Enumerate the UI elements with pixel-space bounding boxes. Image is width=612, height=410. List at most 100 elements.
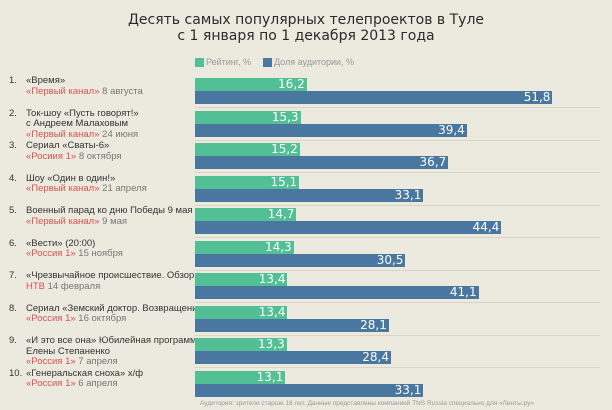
row-divider — [195, 334, 600, 336]
channel: «Росиия 1» — [26, 150, 77, 162]
rank: 3. — [9, 140, 17, 151]
rank: 9. — [9, 335, 17, 346]
table-row: 8. Сериал «Земский доктор. Возвращение» «Р… — [0, 302, 612, 338]
rating-bar: 13,3 — [195, 338, 287, 351]
row-divider — [195, 367, 600, 368]
rating-bar: 13,1 — [195, 370, 286, 384]
legend: Рейтинг, % Доля аудитории, % — [195, 57, 354, 67]
legend-share: Доля аудитории, % — [262, 57, 355, 67]
table-row: 5. Военный парад ко дню Победы 9 мая «Перв… — [0, 205, 612, 240]
share-bar: 33,1 — [195, 383, 424, 397]
program-label: «Время» «Первый канал» 8 августа — [26, 75, 194, 97]
program-label: «Генеральская сноха» х/ф «Россия 1» 6 апр… — [26, 367, 194, 390]
share-bar: 36,7 — [195, 156, 449, 169]
air-date: 14 февраля — [47, 280, 101, 292]
table-row: 10. «Генеральская сноха» х/ф «Россия 1» 6 … — [0, 367, 612, 403]
row-divider — [195, 139, 600, 141]
table-row: 4. Шоу «Один в один!» «Первый канал» 21 ап… — [0, 172, 612, 208]
row-divider — [195, 204, 600, 206]
chart-title: Десять самых популярных телепроектов в Т… — [0, 12, 612, 44]
legend-rating: Рейтинг, % — [195, 57, 251, 67]
air-date: 21 апреля — [102, 183, 147, 194]
rank: 7. — [9, 270, 17, 281]
air-date: 8 августа — [102, 85, 143, 97]
channel: «Первый канал» — [26, 128, 100, 140]
share-bar: 33,1 — [195, 188, 424, 202]
channel: «Россия 1» — [26, 248, 76, 259]
channel: «Россия 1» — [26, 378, 76, 389]
rank: 5. — [9, 205, 17, 216]
rank: 2. — [9, 107, 17, 119]
air-date: 8 октября — [78, 150, 122, 162]
legend-label: Доля аудитории, % — [273, 57, 355, 67]
program-title: «Время» — [26, 75, 66, 86]
air-date: 7 апреля — [78, 356, 118, 367]
rating-bar: 13,4 — [195, 273, 288, 286]
share-bar: 51,8 — [195, 91, 553, 104]
rating-bar: 16,2 — [195, 78, 307, 91]
air-date: 15 ноября — [78, 248, 123, 259]
program-label: Шоу «Один в один!» «Первый канал» 21 апре… — [26, 172, 194, 195]
air-date: 6 апреля — [78, 378, 118, 389]
channel: «Первый канал» — [26, 215, 100, 227]
rank: 8. — [9, 302, 17, 314]
program-label: «И это все она» Юбилейная программа Елены… — [26, 335, 202, 368]
channel: «Россия 1» — [26, 356, 76, 367]
channel: «Первый канал» — [26, 183, 100, 194]
air-date: 24 июня — [102, 128, 139, 140]
program-title: Сериал «Сваты-6» — [26, 140, 110, 151]
program-title: «Генеральская сноха» х/ф — [26, 367, 144, 379]
program-title: «И это все она» Юбилейная программа — [26, 335, 202, 346]
share-bar: 28,1 — [195, 318, 389, 332]
program-title: Шоу «Один в один!» — [26, 172, 116, 184]
rating-bar: 15,3 — [195, 110, 301, 124]
program-title: Военный парад ко дню Победы 9 мая — [26, 205, 193, 216]
rating-bar: 14,7 — [195, 208, 297, 221]
program-title: Елены Степаненко — [26, 345, 111, 357]
row-divider — [195, 172, 600, 173]
program-title: Сериал «Земский доктор. Возвращение» — [26, 302, 208, 314]
program-title: с Андреем Малаховым — [26, 118, 128, 129]
row-divider — [195, 237, 600, 238]
share-bar: 30,5 — [195, 253, 406, 267]
row-divider — [195, 269, 600, 271]
program-label: «Чрезвычайное происшествие. Обзор» НТВ 14… — [26, 270, 200, 292]
rank: 4. — [9, 172, 17, 184]
rank: 6. — [9, 237, 17, 249]
rank: 10. — [9, 367, 23, 379]
rating-bar: 15,2 — [195, 143, 300, 156]
program-title: Ток-шоу «Пусть говорят!» — [26, 107, 139, 119]
table-row: 1. «Время» «Первый канал» 8 августа 16,2 51,… — [0, 75, 612, 110]
table-row: 9. «И это все она» Юбилейная программа Еле… — [0, 335, 612, 370]
program-label: Сериал «Сваты-6» «Росиия 1» 8 октября — [26, 140, 194, 162]
rank: 1. — [9, 75, 17, 86]
air-date: 16 октября — [78, 313, 127, 324]
row-divider — [195, 302, 600, 303]
legend-swatch-rating — [195, 57, 204, 67]
table-row: 2. Ток-шоу «Пусть говорят!» с Андреем Мала… — [0, 107, 612, 143]
air-date: 9 мая — [102, 215, 128, 227]
share-bar: 44,4 — [195, 221, 502, 234]
legend-label: Рейтинг, % — [206, 57, 251, 67]
table-row: 6. «Вести» (20:00) «Россия 1» 15 ноября 14,… — [0, 237, 612, 273]
table-row: 7. «Чрезвычайное происшествие. Обзор» НТВ … — [0, 270, 612, 305]
program-label: Военный парад ко дню Победы 9 мая «Первый… — [26, 205, 194, 227]
row-divider — [195, 107, 600, 108]
channel: «Первый канал» — [26, 85, 100, 97]
table-row: 3. Сериал «Сваты-6» «Росиия 1» 8 октября 15… — [0, 140, 612, 175]
rating-bar: 15,1 — [195, 175, 300, 189]
channel: НТВ — [26, 280, 45, 292]
footnote: Аудитория: зрители старше 18 лет. Данные… — [200, 400, 535, 407]
legend-swatch-share — [262, 57, 272, 67]
share-bar: 39,4 — [195, 123, 467, 137]
rating-bar: 14,3 — [195, 240, 294, 254]
share-bar: 28,4 — [195, 351, 391, 364]
program-title: «Чрезвычайное происшествие. Обзор» — [26, 270, 200, 281]
program-label: Сериал «Земский доктор. Возвращение» «Рос… — [26, 302, 208, 325]
subtitle-line: с 1 января по 1 декабря 2013 года — [177, 28, 435, 44]
program-label: «Вести» (20:00) «Россия 1» 15 ноября — [26, 237, 194, 260]
program-title: «Вести» (20:00) — [26, 237, 96, 249]
share-bar: 41,1 — [195, 286, 479, 299]
rating-bar: 13,4 — [195, 305, 288, 319]
channel: «Россия 1» — [26, 313, 76, 324]
